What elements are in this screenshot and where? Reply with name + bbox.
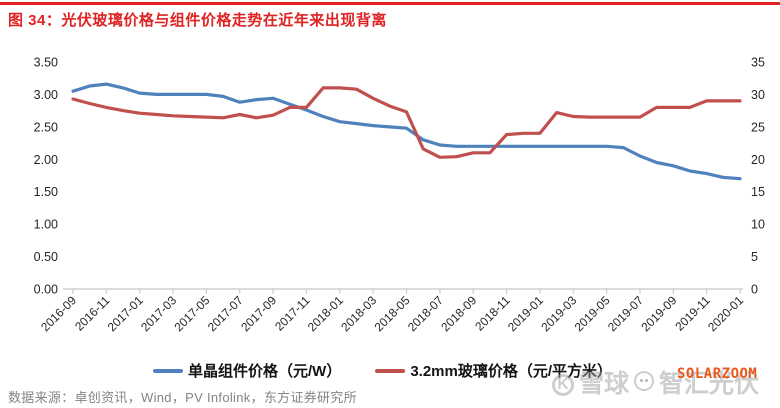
left-axis-tick-label: 3.50 xyxy=(34,56,58,70)
xueqiu-watermark: K 雪球 智汇光伏 xyxy=(552,370,760,398)
x-tick-label: 2019-05 xyxy=(572,293,613,334)
x-tick-label: 2017-09 xyxy=(238,293,279,334)
module-price-legend-marker-icon xyxy=(153,368,183,373)
x-tick-label: 2017-07 xyxy=(205,293,246,334)
x-tick-label: 2019-09 xyxy=(638,293,679,334)
glass-price-line xyxy=(71,86,742,159)
x-tick-label: 2018-03 xyxy=(338,293,379,334)
watermark-username: 智汇光伏 xyxy=(659,370,760,398)
left-axis-tick-label: 0.00 xyxy=(34,283,58,297)
chart-legend: 单晶组件价格（元/W） 3.2mm玻璃价格（元/平方米） xyxy=(153,360,612,381)
mono-module-price-line xyxy=(71,82,742,181)
right-axis-tick-label: 15 xyxy=(751,185,765,199)
data-source-note: 数据来源：卓创资讯，Wind，PV Infolink，东方证券研究所 xyxy=(8,390,357,405)
right-axis-tick-label: 5 xyxy=(751,250,758,264)
xueqiu-logo-icon: K xyxy=(552,373,574,396)
x-tick-label: 2018-05 xyxy=(372,293,413,334)
x-tick-label: 2019-03 xyxy=(538,293,579,334)
left-axis-tick-label: 2.00 xyxy=(34,153,58,167)
legend-item-module-price: 单晶组件价格（元/W） xyxy=(153,360,341,381)
top-divider-rule xyxy=(0,2,780,5)
right-axis-tick-label: 10 xyxy=(751,218,765,232)
x-tick-label: 2019-01 xyxy=(505,293,546,334)
watermark-brand: 雪球 xyxy=(579,370,630,398)
x-tick-label: 2017-05 xyxy=(171,293,212,334)
x-tick-label: 2018-09 xyxy=(438,293,479,334)
legend-label-module-price: 单晶组件价格（元/W） xyxy=(188,363,342,380)
x-tick-label: 2018-07 xyxy=(405,293,446,334)
x-tick-label: 2017-03 xyxy=(138,293,179,334)
user-avatar xyxy=(634,370,655,391)
solarzoom-watermark: SOLARZOOM xyxy=(677,366,758,382)
left-axis-tick-label: 1.50 xyxy=(34,185,58,199)
x-tick-label: 2018-01 xyxy=(305,293,346,334)
right-axis-tick-label: 25 xyxy=(751,120,765,134)
left-axis-tick-label: 2.50 xyxy=(34,120,58,134)
figure-title: 图 34：光伏玻璃价格与组件价格走势在近年来出现背离 xyxy=(8,12,387,29)
right-axis-tick-label: 20 xyxy=(751,153,765,167)
left-axis-tick-label: 3.00 xyxy=(34,88,58,102)
right-axis-tick-label: 0 xyxy=(751,283,758,297)
glass-price-legend-marker-icon xyxy=(375,368,406,373)
right-axis-tick-label: 35 xyxy=(751,56,765,70)
x-tick-label: 2016-09 xyxy=(38,293,79,334)
right-axis-tick-label: 30 xyxy=(751,88,765,102)
left-axis-tick-label: 1.00 xyxy=(34,218,58,232)
x-tick-label: 2019-07 xyxy=(605,293,646,334)
x-tick-label: 2017-01 xyxy=(105,293,146,334)
left-axis-tick-label: 0.50 xyxy=(34,250,58,264)
x-tick-label: 2020-01 xyxy=(705,293,746,334)
